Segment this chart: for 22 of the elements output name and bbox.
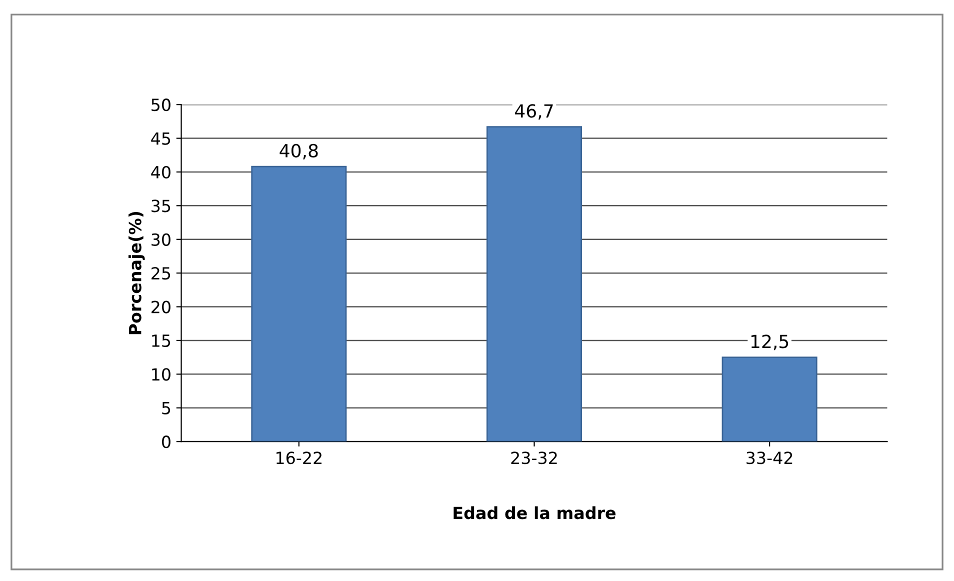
y-tick-label: 40 xyxy=(151,166,170,179)
y-tick-label: 10 xyxy=(152,368,170,381)
bar xyxy=(722,356,818,442)
y-tick-label: 0 xyxy=(162,436,170,448)
bar xyxy=(486,126,582,442)
x-tick-label: 33-42 xyxy=(746,452,792,464)
y-tick-label: 15 xyxy=(152,334,170,348)
y-tick-label: 30 xyxy=(152,233,170,246)
data-label: 46,7 xyxy=(515,104,553,120)
x-tick-label: 16-22 xyxy=(276,452,322,464)
x-tick-label: 23-32 xyxy=(511,452,557,464)
y-tick-label: 5 xyxy=(162,402,170,414)
data-label: 40,8 xyxy=(280,144,318,160)
y-tick-label: 25 xyxy=(152,267,170,280)
bar xyxy=(251,166,347,442)
x-axis-title: Edad de la madre xyxy=(454,506,616,520)
y-tick-label: 45 xyxy=(151,132,170,145)
y-tick-label: 35 xyxy=(152,200,170,212)
y-tick-label: 50 xyxy=(152,98,170,112)
y-axis-title: Porcenaje(%) xyxy=(128,212,145,334)
y-tick-label: 20 xyxy=(152,300,170,314)
data-label: 12,5 xyxy=(751,334,788,350)
